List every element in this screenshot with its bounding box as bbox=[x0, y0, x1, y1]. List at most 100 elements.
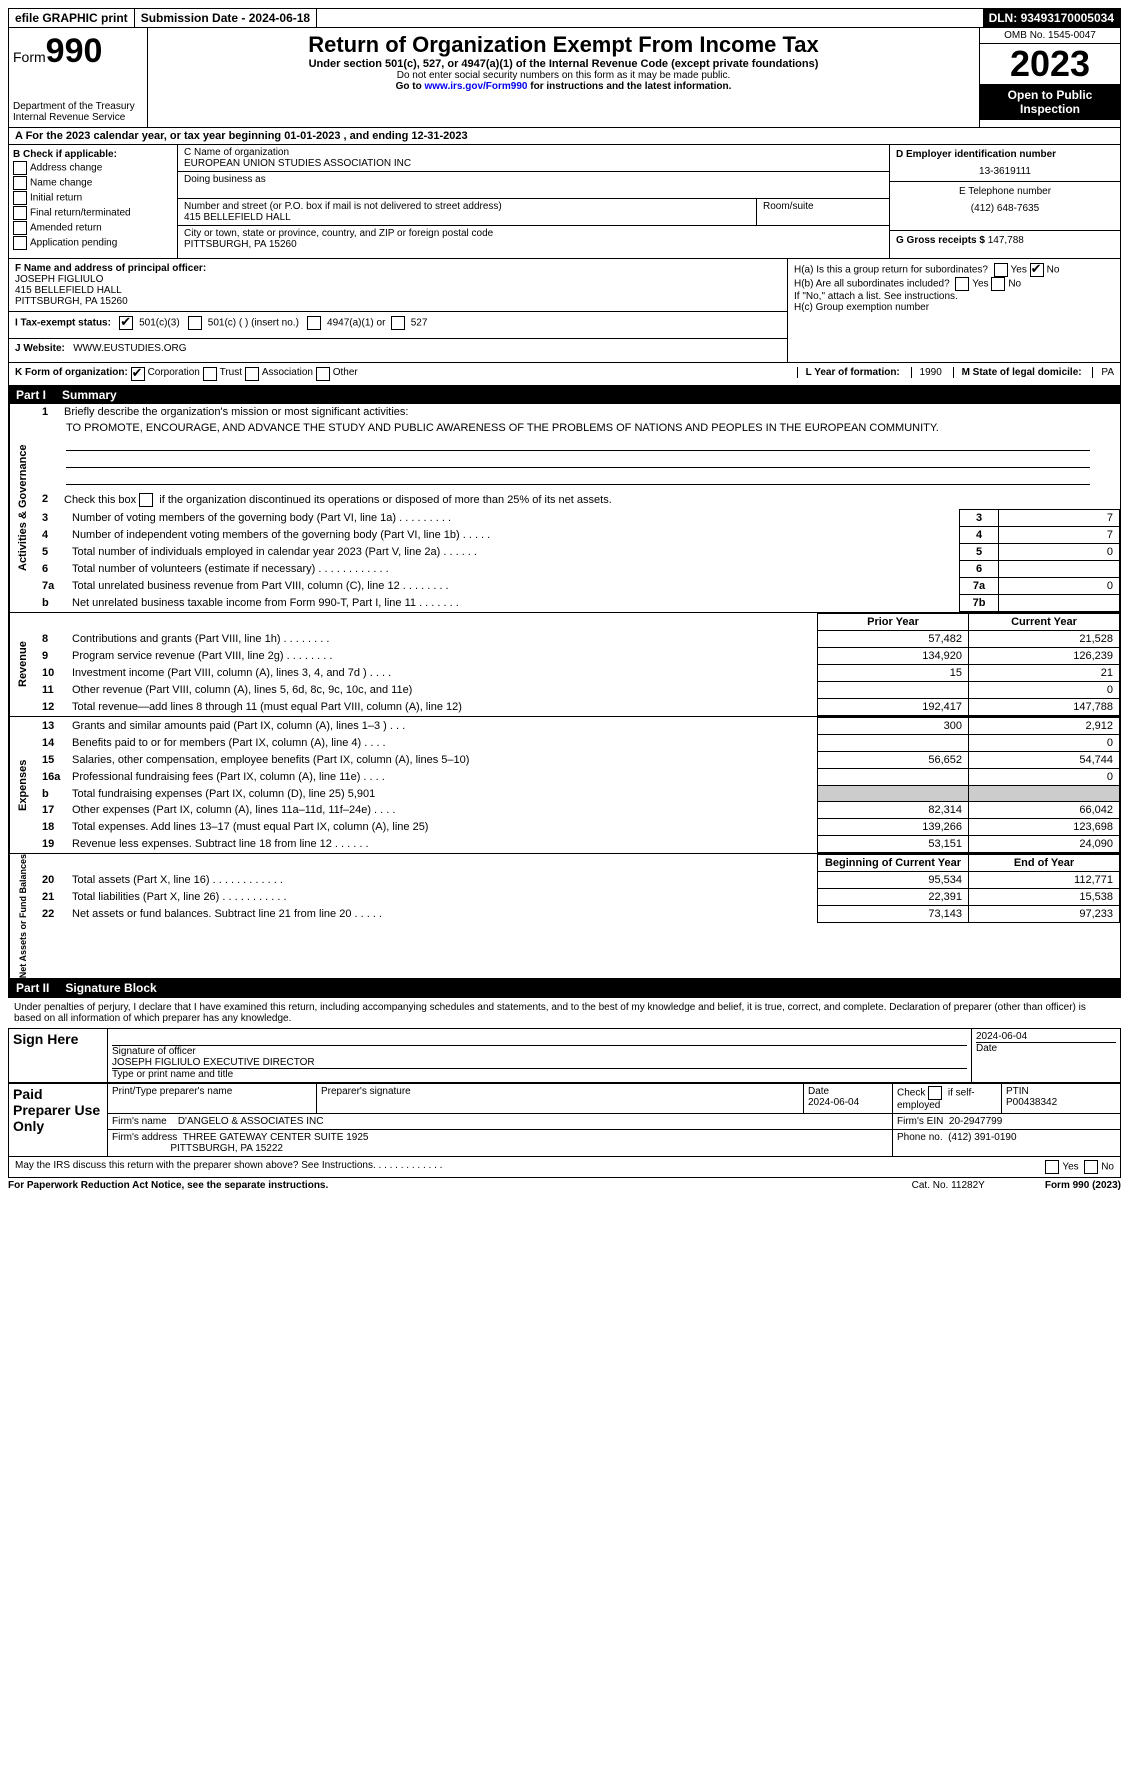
chk-other[interactable] bbox=[316, 367, 330, 381]
dept-irs: Internal Revenue Service bbox=[13, 112, 143, 123]
topbar: efile GRAPHIC print Submission Date - 20… bbox=[8, 8, 1121, 28]
chk-discontinued[interactable] bbox=[139, 493, 153, 507]
chk-trust[interactable] bbox=[203, 367, 217, 381]
part2-header: Part II Signature Block bbox=[8, 979, 1121, 997]
chk-name-change[interactable]: Name change bbox=[13, 176, 173, 190]
net-table: Beginning of Current YearEnd of Year 20T… bbox=[36, 854, 1120, 923]
form-org-label: K Form of organization: bbox=[15, 367, 128, 381]
ha-no[interactable] bbox=[1030, 263, 1044, 277]
dept-treasury: Department of the Treasury bbox=[13, 101, 143, 112]
summary-exp: Expenses 13Grants and similar amounts pa… bbox=[8, 717, 1121, 854]
box-city: City or town, state or province, country… bbox=[178, 226, 889, 258]
sign-here-table: Sign Here Signature of officer JOSEPH FI… bbox=[8, 1028, 1121, 1083]
box-c-name: C Name of organization EUROPEAN UNION ST… bbox=[178, 145, 889, 172]
website-label: J Website: bbox=[15, 343, 65, 354]
table-row: 9Program service revenue (Part VIII, lin… bbox=[36, 648, 1120, 665]
org-name-label: C Name of organization bbox=[184, 147, 883, 158]
prep-sig-label: Preparer's signature bbox=[317, 1084, 804, 1114]
discuss-yes[interactable] bbox=[1045, 1160, 1059, 1174]
table-row: 14Benefits paid to or for members (Part … bbox=[36, 735, 1120, 752]
dba-label: Doing business as bbox=[184, 174, 883, 185]
chk-final-return[interactable]: Final return/terminated bbox=[13, 206, 173, 220]
phone-value: (412) 648-7635 bbox=[896, 203, 1114, 214]
part2-name: Signature Block bbox=[59, 981, 156, 995]
line-1: 1 Briefly describe the organization's mi… bbox=[36, 404, 1120, 420]
firm-addr2: PITTSBURGH, PA 15222 bbox=[170, 1143, 283, 1154]
discuss-yn: Yes No bbox=[1045, 1160, 1114, 1174]
hb-no[interactable] bbox=[991, 277, 1005, 291]
chk-501c[interactable] bbox=[188, 316, 202, 330]
sig-label: Signature of officer bbox=[112, 1046, 967, 1057]
omb-number: OMB No. 1545-0047 bbox=[980, 28, 1120, 44]
vlabel-rev: Revenue bbox=[9, 613, 36, 716]
th-beg: Beginning of Current Year bbox=[818, 855, 969, 872]
ptin-cell: PTIN P00438342 bbox=[1002, 1084, 1121, 1114]
chk-initial-return[interactable]: Initial return bbox=[13, 191, 173, 205]
paid-preparer-label: Paid Preparer Use Only bbox=[9, 1084, 108, 1157]
vlabel-gov: Activities & Governance bbox=[9, 404, 36, 612]
table-row: 10Investment income (Part VIII, column (… bbox=[36, 665, 1120, 682]
header: Form990 Department of the Treasury Inter… bbox=[8, 28, 1121, 128]
efile-label: efile GRAPHIC print bbox=[9, 9, 135, 27]
addr-value: 415 BELLEFIELD HALL bbox=[184, 212, 750, 223]
box-e-phone: E Telephone number (412) 648-7635 bbox=[890, 182, 1120, 231]
ha-yes[interactable] bbox=[994, 263, 1008, 277]
ein-label: D Employer identification number bbox=[896, 149, 1056, 160]
discuss-text: May the IRS discuss this return with the… bbox=[15, 1160, 442, 1174]
table-row: 6Total number of volunteers (estimate if… bbox=[36, 561, 1120, 578]
prep-date: 2024-06-04 bbox=[808, 1097, 859, 1108]
ptin-value: P00438342 bbox=[1006, 1097, 1057, 1108]
th-current: Current Year bbox=[969, 614, 1120, 631]
chk-assoc[interactable] bbox=[245, 367, 259, 381]
chk-527[interactable] bbox=[391, 316, 405, 330]
table-row: 21Total liabilities (Part X, line 26) . … bbox=[36, 889, 1120, 906]
col-h: H(a) Is this a group return for subordin… bbox=[787, 259, 1120, 362]
firm-ein-cell: Firm's EIN 20-2947799 bbox=[893, 1114, 1121, 1130]
mission-text: TO PROMOTE, ENCOURAGE, AND ADVANCE THE S… bbox=[36, 420, 1120, 491]
irs-link[interactable]: www.irs.gov/Form990 bbox=[424, 81, 527, 92]
table-row: 8Contributions and grants (Part VIII, li… bbox=[36, 631, 1120, 648]
chk-application-pending[interactable]: Application pending bbox=[13, 236, 173, 250]
year-formation: 1990 bbox=[911, 367, 942, 378]
website-value: WWW.EUSTUDIES.ORG bbox=[73, 343, 186, 354]
summary-gov: Activities & Governance 1 Briefly descri… bbox=[8, 404, 1121, 613]
table-row: bTotal fundraising expenses (Part IX, co… bbox=[36, 786, 1120, 802]
chk-self-employed[interactable] bbox=[928, 1086, 942, 1100]
firm-ein: 20-2947799 bbox=[949, 1116, 1002, 1127]
org-name: EUROPEAN UNION STUDIES ASSOCIATION INC bbox=[184, 158, 883, 169]
gross-value: 147,788 bbox=[988, 235, 1024, 246]
row-fhij: F Name and address of principal officer:… bbox=[8, 259, 1121, 363]
box-address: Number and street (or P.O. box if mail i… bbox=[178, 199, 889, 226]
header-left: Form990 Department of the Treasury Inter… bbox=[9, 28, 148, 127]
state-domicile: PA bbox=[1092, 367, 1114, 378]
dln: DLN: 93493170005034 bbox=[983, 9, 1120, 27]
table-row: 15Salaries, other compensation, employee… bbox=[36, 752, 1120, 769]
row-lm: L Year of formation: 1990 M State of leg… bbox=[789, 367, 1114, 381]
vlabel-net: Net Assets or Fund Balances bbox=[9, 854, 36, 978]
discuss-no[interactable] bbox=[1084, 1160, 1098, 1174]
chk-address-change[interactable]: Address change bbox=[13, 161, 173, 175]
sig-date-cell: 2024-06-04 Date bbox=[972, 1029, 1121, 1083]
sig-name: JOSEPH FIGLIULO EXECUTIVE DIRECTOR bbox=[112, 1057, 967, 1068]
firm-addr-cell: Firm's address THREE GATEWAY CENTER SUIT… bbox=[108, 1130, 893, 1157]
ein-value: 13-3619111 bbox=[896, 166, 1114, 177]
chk-4947[interactable] bbox=[307, 316, 321, 330]
open-inspection: Open to Public Inspection bbox=[980, 84, 1120, 120]
gov-table: 3Number of voting members of the governi… bbox=[36, 509, 1120, 612]
chk-corp[interactable] bbox=[131, 367, 145, 381]
row-k: K Form of organization: Corporation Trus… bbox=[8, 363, 1121, 386]
table-row: 7aTotal unrelated business revenue from … bbox=[36, 578, 1120, 595]
declaration-text: Under penalties of perjury, I declare th… bbox=[8, 997, 1121, 1028]
chk-501c3[interactable] bbox=[119, 316, 133, 330]
footer-formref: Form 990 (2023) bbox=[1045, 1180, 1121, 1191]
table-row: 13Grants and similar amounts paid (Part … bbox=[36, 718, 1120, 735]
chk-amended-return[interactable]: Amended return bbox=[13, 221, 173, 235]
form-number: Form990 bbox=[13, 32, 143, 71]
col-c: C Name of organization EUROPEAN UNION ST… bbox=[178, 145, 889, 258]
city-label: City or town, state or province, country… bbox=[184, 228, 883, 239]
hb-yes[interactable] bbox=[955, 277, 969, 291]
part2-label: Part II bbox=[16, 981, 59, 995]
exp-table: 13Grants and similar amounts paid (Part … bbox=[36, 717, 1120, 853]
submission-date: Submission Date - 2024-06-18 bbox=[135, 9, 317, 27]
table-row: 11Other revenue (Part VIII, column (A), … bbox=[36, 682, 1120, 699]
